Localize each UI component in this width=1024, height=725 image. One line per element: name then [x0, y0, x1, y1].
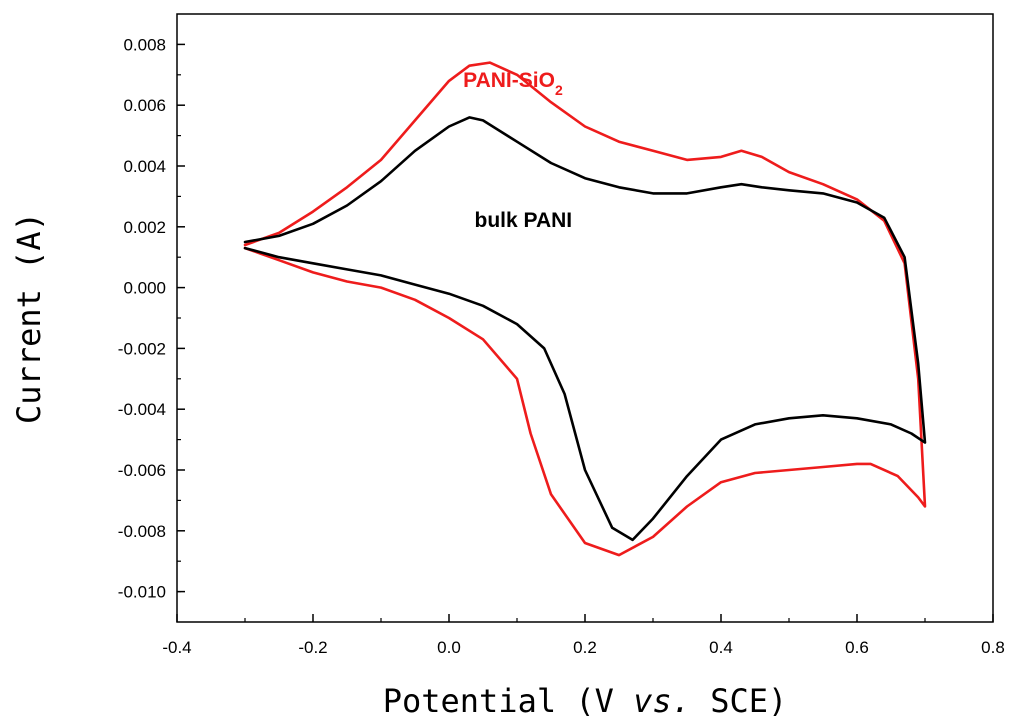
x-tick-label: 0.8: [981, 638, 1005, 657]
y-tick-label: -0.002: [118, 339, 166, 358]
y-axis-title: Current (A): [10, 212, 48, 424]
y-tick-label: 0.002: [123, 218, 166, 237]
annotation-layer: PANI-SiO2 bulk PANI: [463, 69, 572, 232]
series-annotation: bulk PANI: [475, 209, 573, 232]
series-annotation: PANI-SiO2: [463, 69, 563, 98]
y-tick-label: -0.006: [118, 461, 166, 480]
y-tick-label: -0.008: [118, 522, 166, 541]
x-tick-label: -0.4: [162, 638, 191, 657]
y-tick-label: 0.000: [123, 279, 166, 298]
x-tick-label: 0.2: [573, 638, 597, 657]
y-axis-ticks: -0.010 -0.008 -0.006 -0.004 -0.002 0.000 0.002…: [118, 35, 185, 602]
series-layer: [243, 61, 927, 557]
y-tick-label: 0.004: [123, 157, 166, 176]
y-tick-label: -0.004: [118, 400, 166, 419]
x-tick-label: 0.6: [845, 638, 869, 657]
y-tick-label: -0.010: [118, 583, 166, 602]
y-tick-label: 0.006: [123, 96, 166, 115]
y-tick-label: 0.008: [123, 35, 166, 54]
x-tick-label: 0.4: [709, 638, 733, 657]
series-line-0: [243, 61, 927, 557]
series-line-1: [243, 116, 927, 542]
x-tick-label: -0.2: [298, 638, 327, 657]
plot-frame: [176, 13, 994, 623]
x-tick-label: 0.0: [437, 638, 461, 657]
x-axis-ticks: -0.4 -0.2 0.0 0.2 0.4 0.6 0.8: [162, 614, 1005, 657]
x-axis-title: Potential (V vs. SCE): [383, 682, 788, 720]
